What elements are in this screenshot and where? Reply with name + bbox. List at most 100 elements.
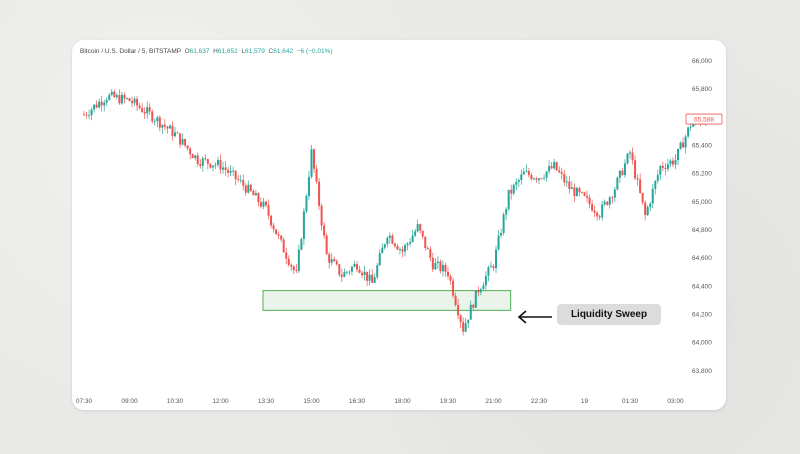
candle-body bbox=[125, 98, 128, 100]
candle-body bbox=[366, 271, 369, 281]
candle-body bbox=[277, 234, 280, 236]
candle-body bbox=[608, 197, 611, 205]
candle-body bbox=[358, 269, 361, 273]
x-tick-label: 18:00 bbox=[394, 398, 411, 405]
candle-body bbox=[211, 165, 214, 168]
candle-body bbox=[495, 249, 498, 269]
candle-body bbox=[254, 193, 257, 196]
candle-body bbox=[543, 177, 546, 179]
candle-body bbox=[131, 101, 134, 104]
open-value: 61,637 bbox=[189, 48, 210, 55]
candle-body bbox=[575, 187, 578, 197]
candle-body bbox=[292, 266, 295, 271]
chart-card: Bitcoin / U.S. Dollar / 5, BITSTAMP O61,… bbox=[72, 40, 726, 410]
candle-body bbox=[265, 201, 267, 206]
last-price-label: 65,588 bbox=[694, 117, 714, 124]
candle-body bbox=[196, 155, 199, 165]
candle-body bbox=[368, 274, 371, 281]
candle-body bbox=[214, 164, 217, 166]
candle-body bbox=[434, 263, 437, 270]
candle-body bbox=[262, 201, 265, 207]
candle-body bbox=[598, 216, 601, 218]
candle-body bbox=[315, 168, 318, 182]
candle-body bbox=[654, 180, 657, 189]
price-chart[interactable]: 63,800 64,000 64,200 64,400 64,600 64,800 65,0… bbox=[72, 40, 726, 410]
candle-body bbox=[290, 264, 293, 267]
open-label: O bbox=[184, 48, 190, 55]
candle-body bbox=[406, 243, 409, 246]
y-tick-label: 64,400 bbox=[692, 283, 712, 290]
candle-body bbox=[606, 201, 609, 205]
candle-body bbox=[646, 206, 649, 216]
liquidity-zone bbox=[262, 290, 512, 311]
candle-body bbox=[396, 246, 399, 250]
candle-body bbox=[156, 117, 159, 122]
candle-body bbox=[548, 166, 551, 172]
candle-body bbox=[146, 107, 149, 114]
candle-body bbox=[454, 295, 457, 306]
candle-body bbox=[479, 289, 482, 293]
candle-body bbox=[383, 244, 386, 248]
candle-body bbox=[171, 125, 174, 137]
candle-body bbox=[242, 179, 245, 186]
candle-body bbox=[416, 224, 419, 232]
liquidity-sweep-label: Liquidity Sweep bbox=[557, 304, 661, 325]
candle-body bbox=[684, 136, 687, 148]
x-tick-label: 15:00 bbox=[303, 398, 320, 405]
candle-body bbox=[573, 187, 576, 197]
candle-body bbox=[338, 264, 341, 275]
candle-body bbox=[153, 121, 156, 123]
candle-body bbox=[565, 181, 568, 183]
candle-body bbox=[550, 166, 553, 169]
candle-body bbox=[184, 139, 187, 146]
candle-body bbox=[90, 109, 93, 116]
chart-legend: Bitcoin / U.S. Dollar / 5, BITSTAMP O61,… bbox=[80, 48, 333, 55]
candle-body bbox=[661, 165, 664, 168]
candle-body bbox=[191, 154, 194, 159]
candle-body bbox=[500, 233, 503, 236]
candle-body bbox=[295, 270, 298, 271]
candle-body bbox=[429, 249, 432, 258]
candle-body bbox=[596, 212, 599, 217]
close-label: C bbox=[268, 48, 274, 55]
candle-body bbox=[148, 107, 151, 112]
candle-body bbox=[229, 170, 232, 173]
candle-body bbox=[270, 215, 273, 226]
candle-body bbox=[282, 239, 285, 253]
candle-body bbox=[224, 167, 227, 171]
high-label: H bbox=[213, 48, 218, 55]
candle-body bbox=[482, 285, 485, 290]
candle-body bbox=[199, 164, 202, 166]
candle-body bbox=[300, 238, 303, 250]
x-tick-label: 16:30 bbox=[349, 398, 366, 405]
candle-body bbox=[411, 235, 414, 242]
candle-body bbox=[179, 133, 182, 145]
y-tick-label: 63,800 bbox=[692, 368, 712, 375]
candle-body bbox=[267, 205, 270, 216]
candle-body bbox=[464, 323, 467, 332]
candle-body bbox=[591, 204, 594, 211]
candle-body bbox=[353, 263, 356, 267]
candle-body bbox=[474, 290, 477, 308]
candle-body bbox=[386, 237, 389, 245]
y-tick-label: 66,000 bbox=[692, 58, 712, 65]
candle-body bbox=[492, 266, 495, 269]
candle-body bbox=[644, 202, 647, 216]
candle-body bbox=[120, 94, 123, 104]
candle-body bbox=[95, 104, 98, 108]
y-tick-label: 65,800 bbox=[692, 86, 712, 93]
candle-body bbox=[168, 125, 171, 129]
candle-body bbox=[512, 184, 515, 194]
interval: 5 bbox=[141, 48, 146, 55]
candle-body bbox=[363, 271, 366, 276]
candle-body bbox=[545, 171, 548, 178]
candle-body bbox=[88, 115, 91, 117]
candle-body bbox=[431, 257, 434, 270]
candle-body bbox=[113, 91, 116, 98]
candle-body bbox=[409, 241, 412, 244]
candle-body bbox=[457, 305, 460, 316]
y-tick-label: 64,800 bbox=[692, 227, 712, 234]
x-tick-label: 10:30 bbox=[167, 398, 184, 405]
candle-body bbox=[310, 149, 313, 177]
candle-body bbox=[593, 210, 596, 213]
